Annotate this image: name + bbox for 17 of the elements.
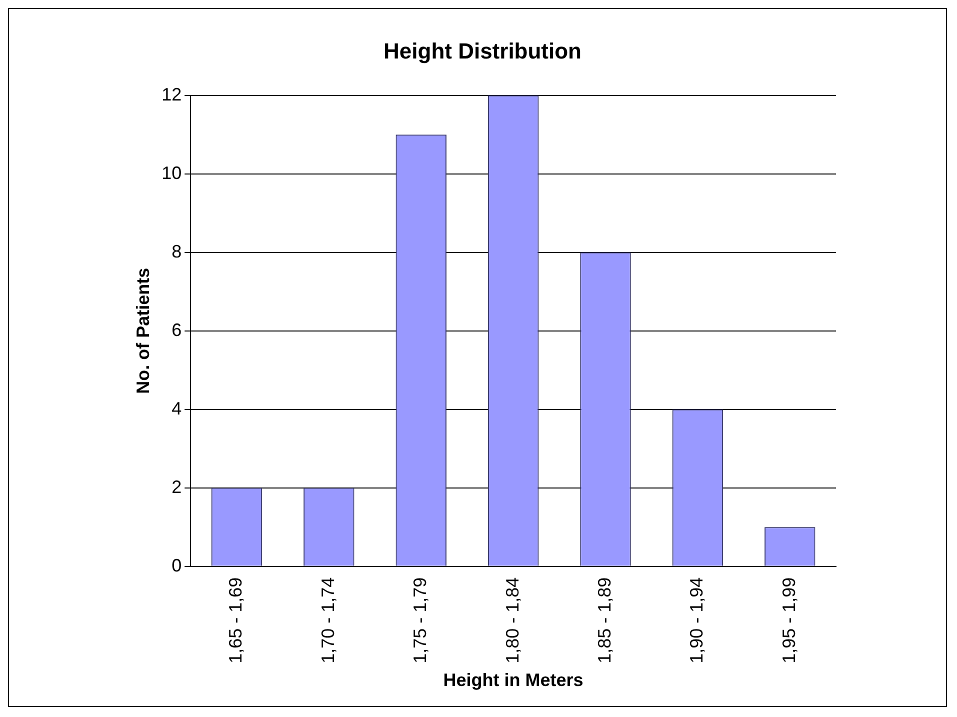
y-axis-title: No. of Patients	[132, 268, 153, 394]
x-tick-label: 1,90 - 1,94	[686, 577, 707, 664]
x-tick-label: 1,80 - 1,84	[502, 577, 522, 664]
y-tick-label: 6	[172, 320, 182, 340]
y-tick-label: 10	[162, 162, 182, 183]
y-tick-label: 8	[172, 241, 182, 262]
y-tick-label: 0	[172, 555, 182, 576]
chart-title: Height Distribution	[384, 38, 582, 64]
x-axis-title: Height in Meters	[443, 670, 584, 690]
x-tick-label: 1,65 - 1,69	[226, 577, 246, 664]
y-tick-label: 4	[172, 398, 182, 418]
x-tick-label: 1,95 - 1,99	[778, 577, 799, 664]
y-tick-label: 2	[172, 476, 182, 497]
x-tick-label: 1,85 - 1,89	[594, 577, 614, 664]
y-tick-label: 12	[162, 84, 182, 104]
x-tick-label: 1,70 - 1,74	[318, 577, 338, 664]
x-tick-label: 1,75 - 1,79	[410, 577, 430, 664]
